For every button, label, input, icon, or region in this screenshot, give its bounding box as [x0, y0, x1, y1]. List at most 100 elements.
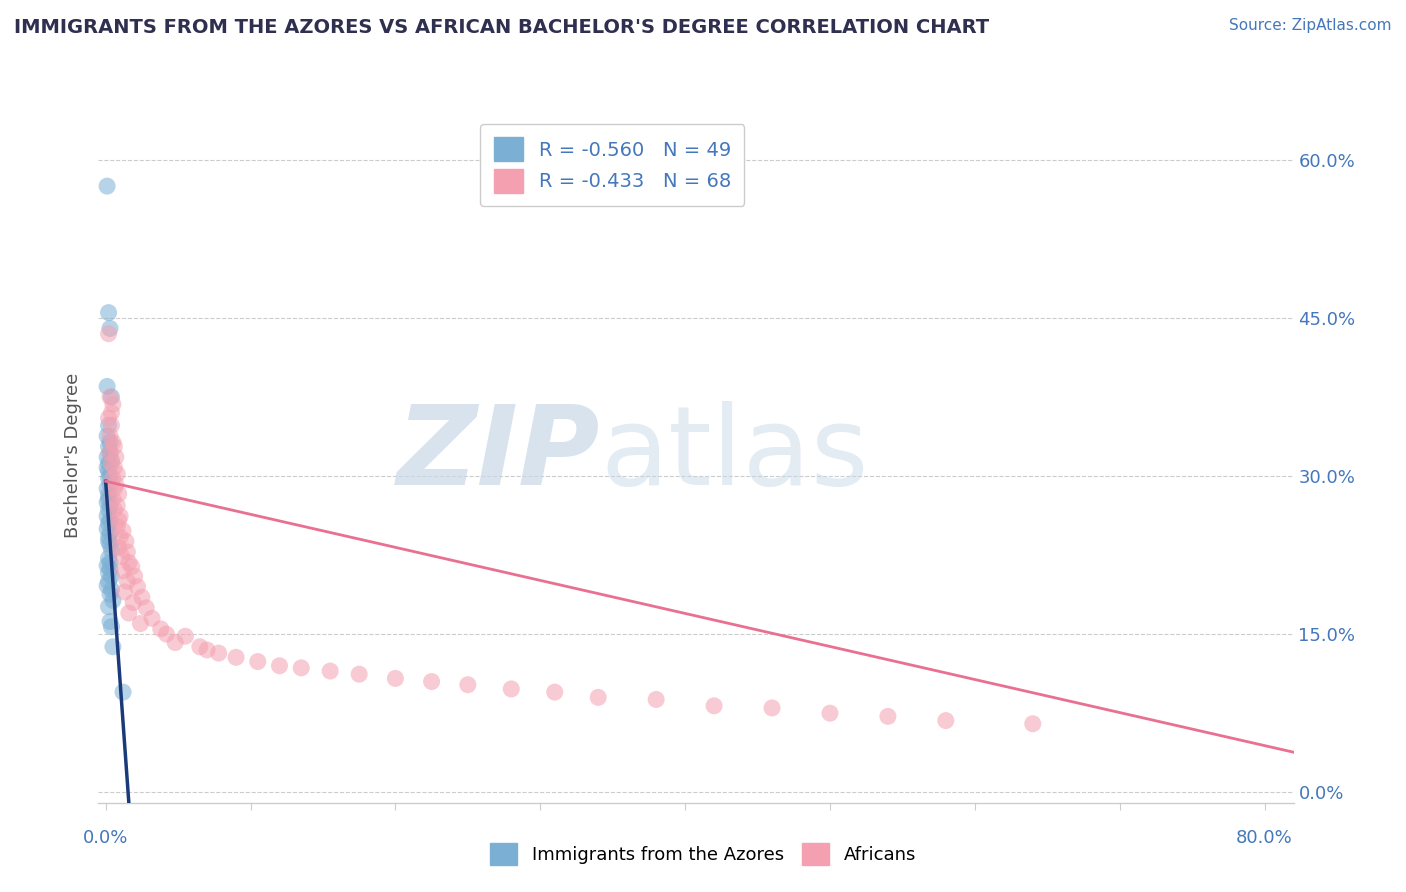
Point	[105, 519, 128, 533]
Point	[96, 579, 118, 593]
Point	[165, 635, 187, 649]
Point	[761, 701, 783, 715]
Point	[98, 429, 121, 443]
Point	[97, 551, 120, 566]
Point	[96, 179, 118, 194]
Point	[97, 411, 120, 425]
Point	[100, 542, 122, 557]
Point	[174, 629, 197, 643]
Point	[127, 580, 149, 594]
Point	[98, 477, 121, 491]
Point	[97, 534, 120, 549]
Point	[96, 522, 118, 536]
Point	[877, 709, 900, 723]
Point	[118, 556, 141, 570]
Point	[101, 492, 124, 507]
Point	[935, 714, 957, 728]
Point	[98, 587, 121, 601]
Point	[103, 482, 125, 496]
Point	[818, 706, 841, 721]
Point	[98, 525, 121, 540]
Point	[100, 406, 122, 420]
Point	[100, 453, 122, 467]
Point	[124, 569, 146, 583]
Point	[100, 569, 122, 583]
Point	[96, 509, 118, 524]
Point	[97, 566, 120, 580]
Point	[101, 397, 124, 411]
Point	[208, 646, 231, 660]
Point	[98, 556, 121, 570]
Point	[269, 658, 291, 673]
Point	[100, 582, 122, 597]
Point	[97, 574, 120, 589]
Point	[1022, 716, 1045, 731]
Point	[155, 627, 177, 641]
Point	[98, 499, 121, 513]
Legend: Immigrants from the Azores, Africans: Immigrants from the Azores, Africans	[481, 834, 925, 874]
Point	[703, 698, 725, 713]
Point	[118, 606, 141, 620]
Point	[100, 620, 122, 634]
Point	[117, 545, 139, 559]
Legend: R = -0.560   N = 49, R = -0.433   N = 68: R = -0.560 N = 49, R = -0.433 N = 68	[481, 124, 744, 206]
Point	[103, 502, 125, 516]
Point	[121, 559, 143, 574]
Point	[117, 574, 139, 589]
Point	[97, 530, 120, 544]
Point	[420, 674, 443, 689]
Point	[98, 513, 121, 527]
Point	[98, 321, 121, 335]
Point	[108, 509, 131, 524]
Point	[97, 516, 120, 531]
Point	[100, 390, 122, 404]
Point	[97, 326, 120, 341]
Point	[110, 549, 132, 563]
Point	[347, 667, 370, 681]
Point	[100, 456, 122, 470]
Point	[97, 305, 120, 319]
Point	[112, 685, 135, 699]
Text: 80.0%: 80.0%	[1236, 830, 1294, 847]
Point	[114, 585, 136, 599]
Point	[112, 524, 135, 538]
Point	[149, 622, 172, 636]
Point	[141, 611, 163, 625]
Point	[107, 541, 129, 555]
Point	[96, 379, 118, 393]
Point	[103, 440, 125, 454]
Point	[98, 615, 121, 629]
Point	[104, 450, 127, 464]
Point	[97, 492, 120, 507]
Point	[129, 616, 152, 631]
Point	[101, 640, 124, 654]
Point	[115, 534, 138, 549]
Point	[96, 450, 118, 464]
Point	[97, 464, 120, 478]
Point	[108, 530, 131, 544]
Point	[97, 471, 120, 485]
Point	[122, 595, 145, 609]
Point	[246, 655, 269, 669]
Point	[105, 467, 128, 481]
Text: ZIP: ZIP	[396, 401, 600, 508]
Point	[195, 643, 218, 657]
Point	[101, 593, 124, 607]
Point	[384, 672, 406, 686]
Point	[501, 681, 523, 696]
Point	[97, 599, 120, 614]
Text: IMMIGRANTS FROM THE AZORES VS AFRICAN BACHELOR'S DEGREE CORRELATION CHART: IMMIGRANTS FROM THE AZORES VS AFRICAN BA…	[14, 18, 990, 37]
Point	[96, 495, 118, 509]
Point	[98, 537, 121, 551]
Point	[101, 435, 124, 450]
Point	[131, 591, 153, 605]
Point	[97, 488, 120, 502]
Point	[104, 477, 127, 491]
Point	[98, 435, 121, 450]
Point	[98, 562, 121, 576]
Point	[101, 471, 124, 485]
Point	[586, 690, 609, 705]
Text: 0.0%: 0.0%	[83, 830, 128, 847]
Point	[96, 558, 118, 573]
Point	[96, 429, 118, 443]
